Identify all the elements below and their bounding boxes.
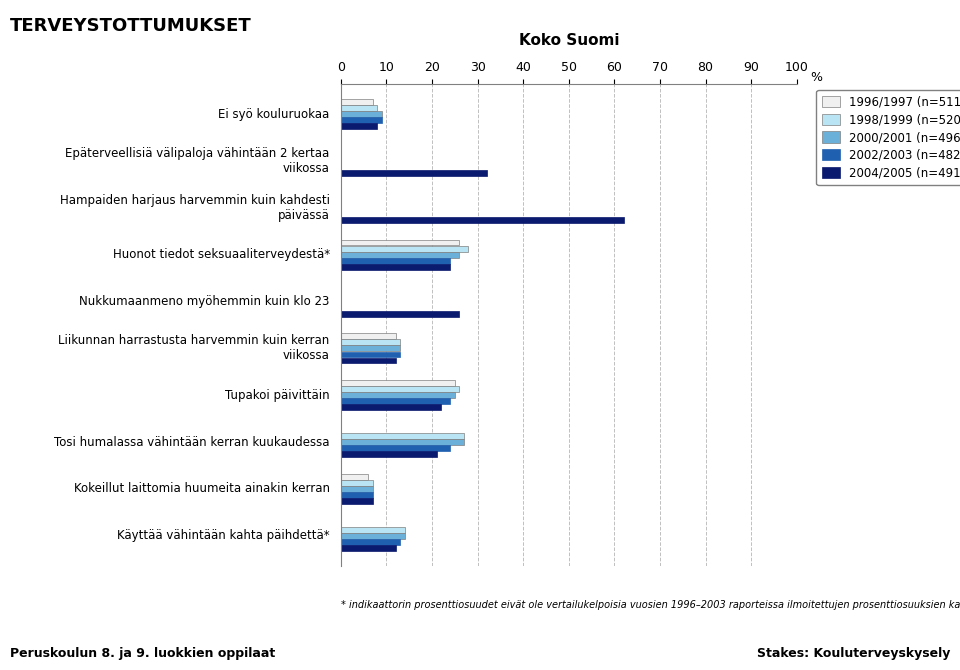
Bar	[341, 217, 624, 223]
Text: Kokeillut laittomia huumeita ainakin kerran: Kokeillut laittomia huumeita ainakin ker…	[74, 482, 329, 495]
Bar	[341, 498, 372, 504]
Bar	[341, 439, 464, 445]
Bar	[341, 170, 487, 176]
Text: Tupakoi päivittäin: Tupakoi päivittäin	[225, 389, 329, 402]
Bar	[341, 105, 377, 111]
Text: Liikunnan harrastusta harvemmin kuin kerran
viikossa: Liikunnan harrastusta harvemmin kuin ker…	[59, 334, 329, 362]
Text: %: %	[810, 71, 823, 84]
Text: Peruskoulun 8. ja 9. luokkien oppilaat: Peruskoulun 8. ja 9. luokkien oppilaat	[10, 647, 275, 660]
Text: Hampaiden harjaus harvemmin kuin kahdesti
päivässä: Hampaiden harjaus harvemmin kuin kahdest…	[60, 194, 329, 222]
Bar	[341, 545, 396, 551]
Text: Käyttää vähintään kahta päihdettä*: Käyttää vähintään kahta päihdettä*	[117, 529, 329, 542]
Bar	[341, 346, 400, 351]
Bar	[341, 240, 459, 245]
Text: Stakes: Kouluterveyskysely: Stakes: Kouluterveyskysely	[757, 647, 950, 660]
Bar	[341, 246, 468, 251]
Bar	[341, 333, 396, 339]
Bar	[341, 480, 372, 486]
Text: Nukkumaanmeno myöhemmin kuin klo 23: Nukkumaanmeno myöhemmin kuin klo 23	[80, 295, 329, 308]
Bar	[341, 352, 400, 357]
Bar	[341, 258, 450, 264]
Bar	[341, 311, 459, 317]
Text: Tosi humalassa vähintään kerran kuukaudessa: Tosi humalassa vähintään kerran kuukaude…	[54, 436, 329, 448]
Bar	[341, 99, 372, 105]
Bar	[341, 111, 382, 117]
Bar	[341, 474, 368, 480]
Bar	[341, 452, 437, 457]
Text: Huonot tiedot seksuaaliterveydestä*: Huonot tiedot seksuaaliterveydestä*	[112, 248, 329, 261]
Bar	[341, 446, 450, 451]
Bar	[341, 358, 396, 363]
Bar	[341, 117, 382, 123]
Bar	[341, 264, 450, 270]
Bar	[341, 492, 372, 498]
Bar	[341, 252, 459, 257]
Bar	[341, 380, 455, 386]
Bar	[341, 393, 455, 398]
Bar	[341, 399, 450, 404]
Legend: 1996/1997 (n=51110), 1998/1999 (n=52033), 2000/2001 (n=49641), 2002/2003 (n=4824: 1996/1997 (n=51110), 1998/1999 (n=52033)…	[816, 90, 960, 186]
Bar	[341, 433, 464, 439]
Bar	[341, 527, 405, 533]
Bar	[341, 486, 372, 492]
Bar	[341, 405, 441, 410]
Text: Ei syö kouluruokaa: Ei syö kouluruokaa	[219, 108, 329, 121]
Text: TERVEYSTOTTUMUKSET: TERVEYSTOTTUMUKSET	[10, 17, 252, 35]
Bar	[341, 539, 400, 545]
Title: Koko Suomi: Koko Suomi	[518, 33, 619, 48]
Text: * indikaattorin prosenttiosuudet eivät ole vertailukelpoisia vuosien 1996–2003 r: * indikaattorin prosenttiosuudet eivät o…	[341, 600, 960, 610]
Bar	[341, 533, 405, 539]
Text: Epäterveellisiä välipaloja vähintään 2 kertaa
viikossa: Epäterveellisiä välipaloja vähintään 2 k…	[65, 147, 329, 175]
Bar	[341, 386, 459, 392]
Bar	[341, 340, 400, 345]
Bar	[341, 123, 377, 129]
